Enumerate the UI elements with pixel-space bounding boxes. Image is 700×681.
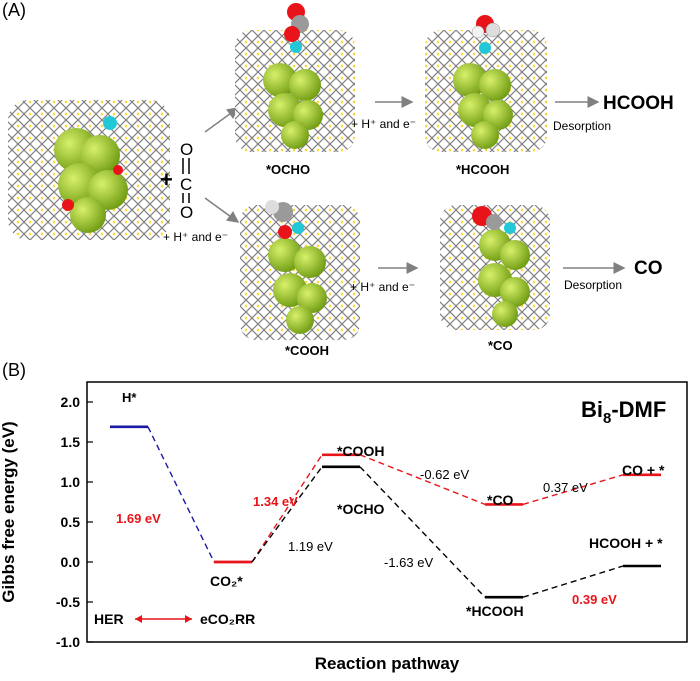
reaction-scheme: + O C O *OCHO + H⁺ and e⁻	[8, 3, 674, 358]
panel-b-label: (B)	[2, 360, 26, 380]
state-label-cooh: *COOH	[337, 443, 384, 459]
state-label-co-desorbed: CO + *	[622, 462, 665, 478]
y-axis: -1.0 -0.5 0.0 0.5 1.0 1.5 2.0	[56, 394, 93, 650]
y-tick-label: 0.5	[61, 514, 81, 530]
connector-0-0	[147, 426, 215, 563]
eco2rr-hint: eCO₂RR	[200, 611, 255, 627]
state-label-hcooh-desorbed: HCOOH + *	[589, 535, 663, 551]
co-product: CO	[634, 258, 663, 279]
y-tick-label: 2.0	[61, 394, 81, 410]
arrow-to-ocho	[204, 107, 240, 133]
connector-1-0	[251, 454, 323, 563]
her-hint: HER	[94, 611, 124, 627]
arrow-head-left	[135, 615, 142, 623]
y-tick-label: 0.0	[61, 554, 81, 570]
hcooh-label: *HCOOH	[456, 162, 509, 177]
plot-frame	[86, 381, 688, 643]
co2-molecule: O C O	[180, 140, 193, 222]
energy-label-hcooh-desorb: 0.39 eV	[572, 592, 617, 607]
connector-2-1	[359, 466, 486, 598]
hcooh-product: HCOOH	[603, 93, 674, 114]
energy-label-to-ocho: 1.19 eV	[288, 539, 333, 554]
ocho-label: *OCHO	[266, 162, 310, 177]
ocho-cluster	[235, 3, 355, 152]
energy-label-cooh-to-co: -0.62 eV	[420, 467, 469, 482]
connector-1-1	[359, 454, 486, 506]
energy-label-to-cooh: 1.34 eV	[253, 494, 298, 509]
panel-a-label: (A)	[2, 0, 26, 20]
state-label-h: H*	[122, 390, 137, 405]
state-label-co: *CO	[487, 492, 514, 508]
svg-text:O: O	[180, 203, 193, 222]
y-tick-label: 1.0	[61, 474, 81, 490]
cooh-label: *COOH	[285, 343, 329, 358]
plus-sign: +	[160, 167, 173, 192]
y-tick-label: 1.5	[61, 434, 81, 450]
svg-text:C: C	[180, 175, 192, 194]
co-cluster	[440, 205, 550, 330]
energy-label-co-desorb: 0.37 eV	[543, 480, 588, 495]
connector-2-2	[522, 565, 624, 598]
state-label-co2: CO₂*	[210, 573, 243, 589]
state-label-hcooh: *HCOOH	[466, 603, 524, 619]
svg-text:O: O	[180, 140, 193, 159]
step-label-2: + H⁺ and e⁻	[163, 230, 228, 244]
connector-1-2	[522, 474, 624, 506]
x-axis-label: Reaction pathway	[315, 654, 460, 673]
co-label: *CO	[488, 338, 513, 353]
cooh-cluster	[240, 200, 360, 340]
chart-title: Bi8-DMF	[581, 397, 666, 427]
step-label-1: + H⁺ and e⁻	[351, 117, 416, 131]
desorption-label-1: Desorption	[553, 119, 611, 133]
energy-label-ocho-to-hcooh: -1.63 eV	[384, 555, 433, 570]
energy-label-her: 1.69 eV	[116, 511, 161, 526]
arrow-to-cooh	[204, 197, 240, 223]
y-tick-label: -1.0	[56, 634, 80, 650]
bi8-cluster-start	[8, 100, 170, 240]
y-tick-label: -0.5	[56, 594, 80, 610]
y-axis-label: Gibbs free energy (eV)	[0, 421, 18, 602]
energy-diagram: -1.0 -0.5 0.0 0.5 1.0 1.5 2.0 Gibbs free energ…	[0, 381, 688, 673]
desorption-label-2: Desorption	[564, 278, 622, 292]
chart-marks	[110, 425, 661, 599]
hcooh-cluster	[425, 15, 547, 152]
state-label-ocho: *OCHO	[337, 501, 385, 517]
step-label-3: + H⁺ and e⁻	[350, 280, 415, 294]
arrow-head-right	[185, 615, 192, 623]
